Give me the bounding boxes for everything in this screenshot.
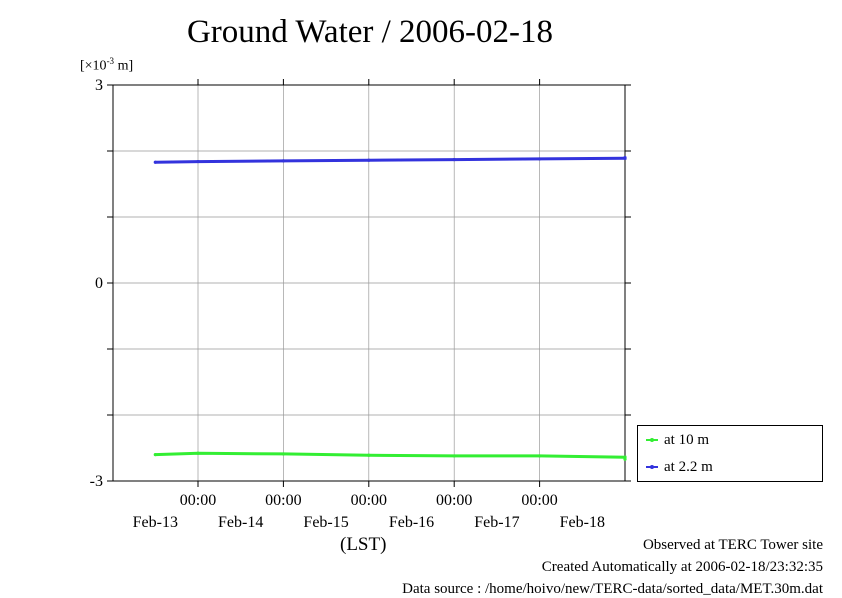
x-tick-date-label: Feb-14 [218,514,263,531]
legend-swatch-10m [646,438,658,442]
chart-title: Ground Water / 2006-02-18 [186,14,554,50]
series-point-10m [196,451,200,455]
footer-observed: Observed at TERC Tower site [642,537,823,553]
x-tick-time-label: 00:00 [521,492,557,509]
x-axis-label: (LST) [340,534,387,555]
legend-swatch-2-2m [646,465,658,469]
series-point-10m [153,453,157,457]
series-point-2-2m [196,159,200,164]
series-line-10m [155,451,627,460]
series-point-2-2m [153,160,157,164]
legend: at 10 m at 2.2 m [637,425,823,482]
x-tick-date-label: Feb-16 [389,514,434,531]
series-point-2-2m [538,157,542,161]
series-point-2-2m [623,156,627,160]
x-tick-time-label: 00:00 [351,492,387,509]
x-tick-date-label: Feb-17 [474,514,519,531]
y-tick-label: -3 [90,473,103,490]
series-line-2-2m [155,156,627,164]
y-unit-exponent: -3 [106,56,115,66]
legend-item-10m: at 10 m [646,431,709,449]
series-point-2-2m [367,158,371,162]
series-point-10m [281,452,285,456]
legend-label-2-2m: at 2.2 m [664,458,713,475]
x-tick-date-label: Feb-18 [560,514,605,531]
footer-created: Created Automatically at 2006-02-18/23:3… [541,559,823,575]
y-unit-suffix: m] [114,58,134,74]
y-axis-unit: [×10-3 m] [80,56,133,75]
series-point-2-2m [452,157,456,162]
x-tick-time-label: 00:00 [436,492,472,509]
x-tick-date-label: Feb-15 [303,514,348,531]
y-unit-prefix: [×10 [80,58,107,74]
legend-label-10m: at 10 m [664,431,709,448]
footer-source: Data source : /home/hoivo/new/TERC-data/… [402,581,823,597]
x-tick-time-label: 00:00 [180,492,216,509]
x-tick-time-label: 00:00 [265,492,301,509]
series-point-10m [538,454,542,458]
y-tick-label: 3 [95,77,103,94]
series-point-10m [452,454,456,458]
series-point-2-2m [281,159,285,163]
series-point-10m [623,457,627,461]
y-tick-label: 0 [95,275,103,292]
legend-item-2-2m: at 2.2 m [646,458,713,476]
series-point-10m [367,453,371,457]
x-tick-date-label: Feb-13 [133,514,178,531]
